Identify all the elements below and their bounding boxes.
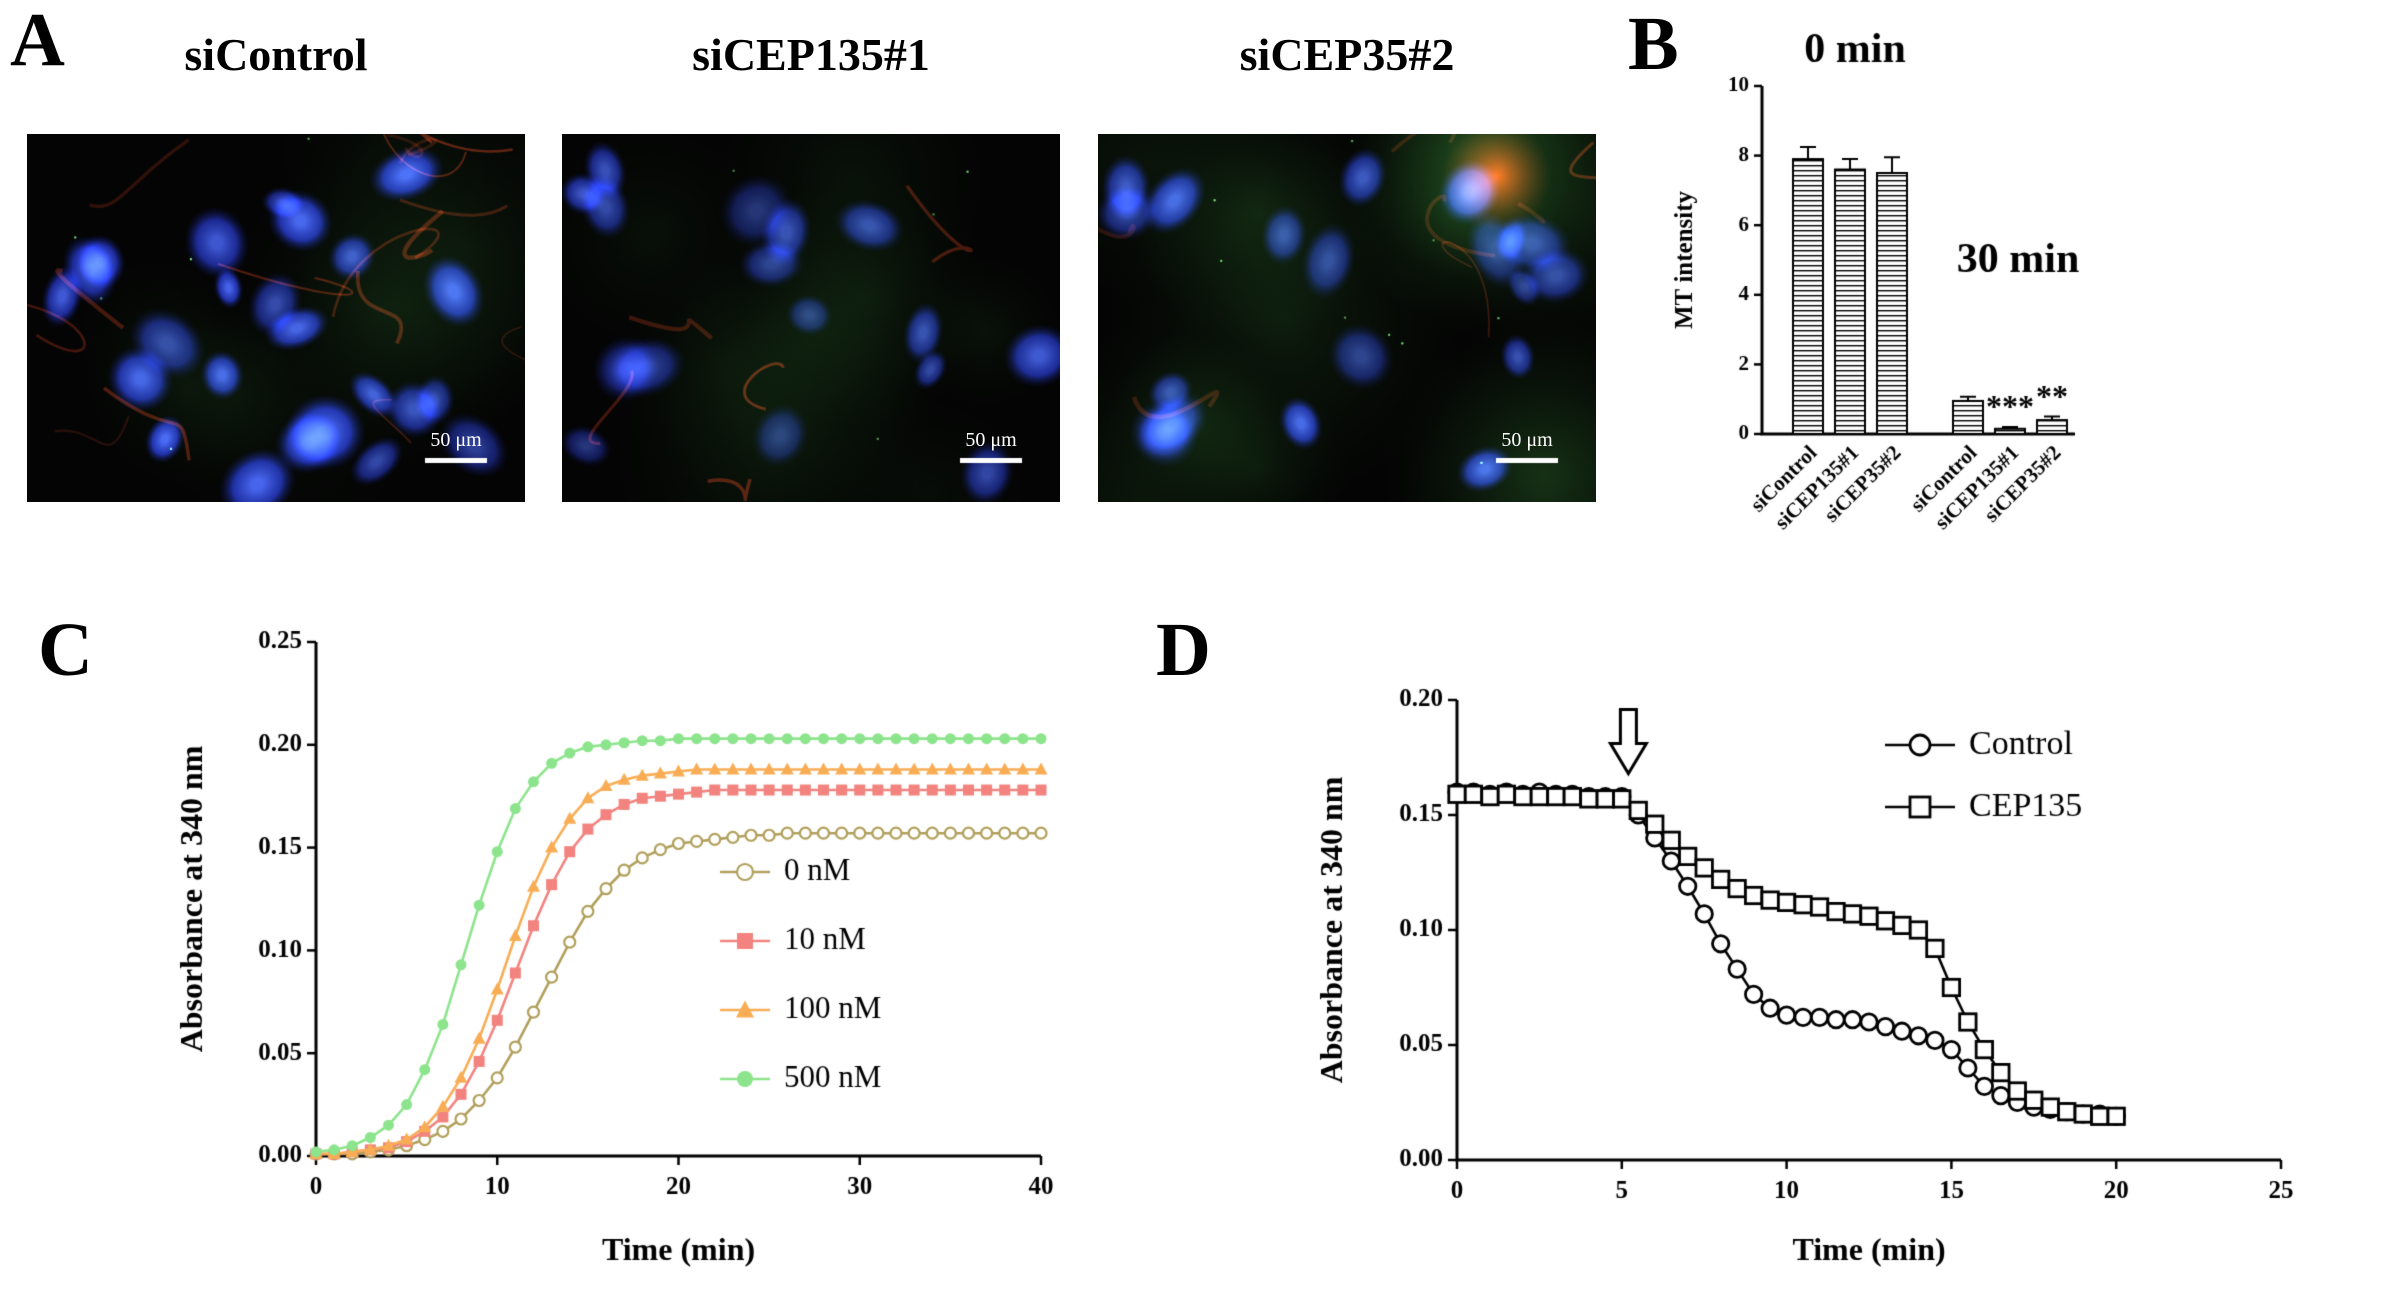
micro-title-sicep135-1: siCEP135#1 (692, 29, 930, 80)
fluorescence-image-sicep135-1: 50 μm (562, 134, 1060, 502)
absorbance-line-chart-c (30, 610, 1210, 1300)
scale-bar-label: 50 μm (965, 429, 1017, 451)
fluorescence-canvas (1098, 134, 1596, 502)
absorbance-line-chart-d (1230, 610, 2384, 1300)
scale-bar-label: 50 μm (1501, 429, 1553, 451)
panel-a-letter: A (10, 0, 65, 82)
micro-title-sicontrol: siControl (184, 29, 368, 80)
scale-bar-label: 50 μm (430, 429, 482, 451)
fluorescence-canvas (562, 134, 1060, 502)
panel-b-letter: B (1628, 2, 1679, 86)
fluorescence-canvas (27, 134, 525, 502)
panel-d-letter: D (1156, 608, 1211, 692)
micro-title-sicep35-2: siCEP35#2 (1239, 29, 1455, 80)
fluorescence-image-sicontrol: 50 μm (27, 134, 525, 502)
fluorescence-image-sicep35-2: 50 μm (1098, 134, 1596, 502)
mt-intensity-bar-chart (1620, 0, 2384, 600)
panel-c-letter: C (38, 608, 93, 692)
